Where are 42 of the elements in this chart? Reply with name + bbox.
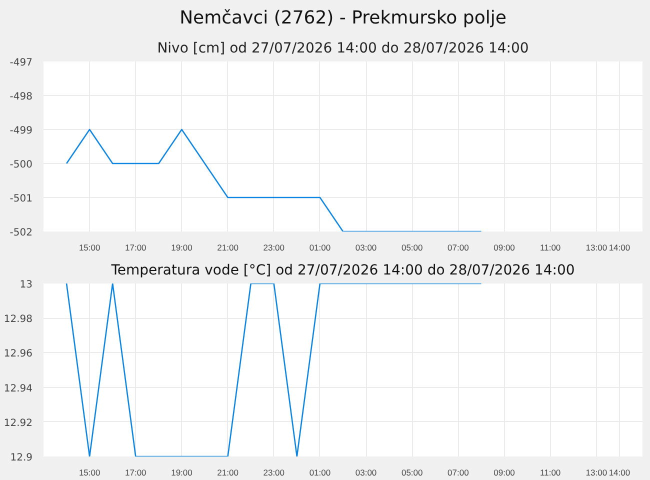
line-series: [66, 128, 482, 232]
y-tick-label: -499: [10, 126, 33, 136]
x-tick-label: 05:00: [401, 242, 424, 252]
x-tick-label: 17:00: [125, 468, 147, 478]
x-tick-label: 09:00: [494, 242, 516, 252]
y-tick-label: -502: [10, 228, 33, 238]
y-tick-label: 12.9: [10, 452, 32, 464]
x-tick-label: 17:00: [125, 242, 147, 252]
x-tick-label: 03:00: [355, 468, 377, 478]
y-tick-label: 12.92: [4, 418, 33, 429]
x-tick-label: 11:00: [540, 242, 561, 252]
x-tick-label: 23:00: [263, 242, 285, 252]
y-tick-label: -501: [10, 194, 33, 204]
x-tick-label: 21:00: [217, 468, 239, 478]
x-tick-label: 07:00: [448, 242, 470, 252]
x-tick-label: 14:00: [608, 468, 630, 478]
x-tick-label: 14:00: [608, 242, 630, 252]
x-tick-label: 01:00: [309, 242, 331, 252]
x-tick-label: 13:00: [586, 468, 608, 478]
x-tick-label: 19:00: [171, 242, 193, 252]
y-tick-label: -498: [10, 92, 33, 102]
y-tick-label: -500: [10, 160, 33, 170]
x-tick-label: 11:00: [540, 468, 561, 478]
x-tick-label: 23:00: [263, 468, 285, 478]
chart-subtitle: Nivo [cm] od 27/07/2026 14:00 do 28/07/2026 14:00: [157, 40, 529, 56]
x-tick-label: 07:00: [448, 468, 470, 478]
y-tick-label: 12.96: [4, 348, 33, 360]
y-tick-label: 13: [20, 280, 33, 290]
x-tick-label: 09:00: [494, 468, 516, 478]
y-tick-label: -497: [10, 58, 33, 68]
x-tick-label: 01:00: [309, 468, 331, 478]
x-tick-label: 03:00: [355, 242, 377, 252]
x-tick-label: 19:00: [171, 468, 193, 478]
x-tick-label: 05:00: [401, 468, 424, 478]
y-tick-label: 12.94: [4, 383, 33, 394]
x-tick-label: 15:00: [78, 468, 100, 478]
y-tick-label: 12.98: [4, 314, 33, 326]
chart-title: Temperatura vode [°C] od 27/07/2026 14:00 do 28/07/2026 14:00: [110, 262, 575, 278]
chart-title: Nemčavci (2762) - Prekmursko polje: [180, 8, 506, 28]
x-tick-label: 13:00: [586, 242, 608, 252]
x-tick-label: 21:00: [217, 242, 239, 252]
x-tick-label: 15:00: [78, 242, 100, 252]
